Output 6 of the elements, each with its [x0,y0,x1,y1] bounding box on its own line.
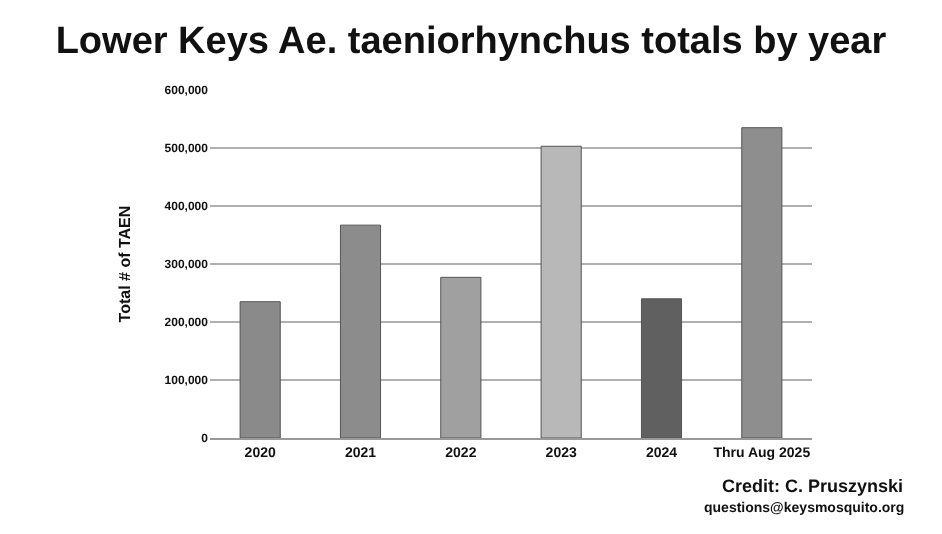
y-axis-title: Total # of TAEN [115,205,134,323]
chart-title: Lower Keys Ae. taeniorhynchus totals by year [55,21,888,64]
bar [640,298,683,438]
bar [239,301,281,438]
bar [339,224,382,438]
text: Credit: C. Pruszynski [722,476,904,496]
